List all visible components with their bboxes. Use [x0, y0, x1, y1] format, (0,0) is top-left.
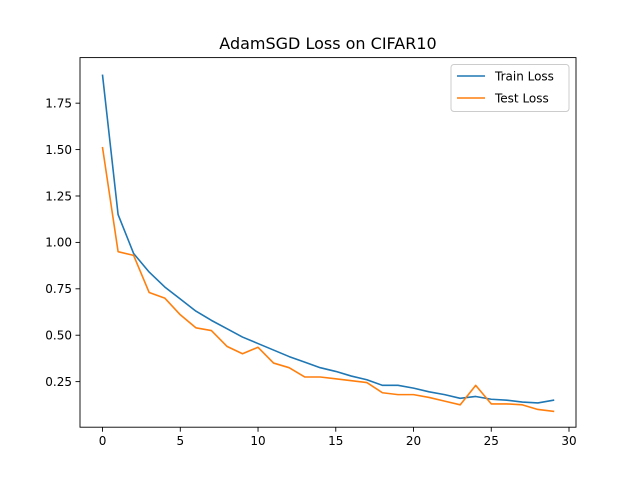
x-tick-label: 15 — [328, 434, 343, 448]
y-tick-label: 1.50 — [45, 143, 72, 157]
series-line-test-loss — [101, 146, 555, 413]
y-tick-label: 0.75 — [45, 282, 72, 296]
x-tick-label: 0 — [99, 434, 107, 448]
y-tick-label: 0.50 — [45, 329, 72, 343]
y-tick-label: 1.75 — [45, 96, 72, 110]
y-tick-label: 1.00 — [45, 236, 72, 250]
y-tick-label: 0.25 — [45, 375, 72, 389]
series-line-train-loss — [101, 74, 555, 404]
x-tick-label: 5 — [176, 434, 184, 448]
legend-label-train-loss: Train Loss — [494, 70, 554, 84]
plot-area: 0 5 10 15 20 25 30 0.25 0.50 0.75 1.00 1.25 1.50 1.75 — [45, 57, 577, 448]
legend: Train Loss Test Loss — [450, 64, 570, 112]
x-tick-label: 20 — [406, 434, 421, 448]
x-tick-label: 30 — [561, 434, 576, 448]
y-tick-label: 1.25 — [45, 189, 72, 203]
x-tick-label: 25 — [484, 434, 499, 448]
chart-title: AdamSGD Loss on CIFAR10 — [219, 34, 436, 53]
x-tick-label: 10 — [250, 434, 265, 448]
legend-label-test-loss: Test Loss — [494, 92, 549, 106]
